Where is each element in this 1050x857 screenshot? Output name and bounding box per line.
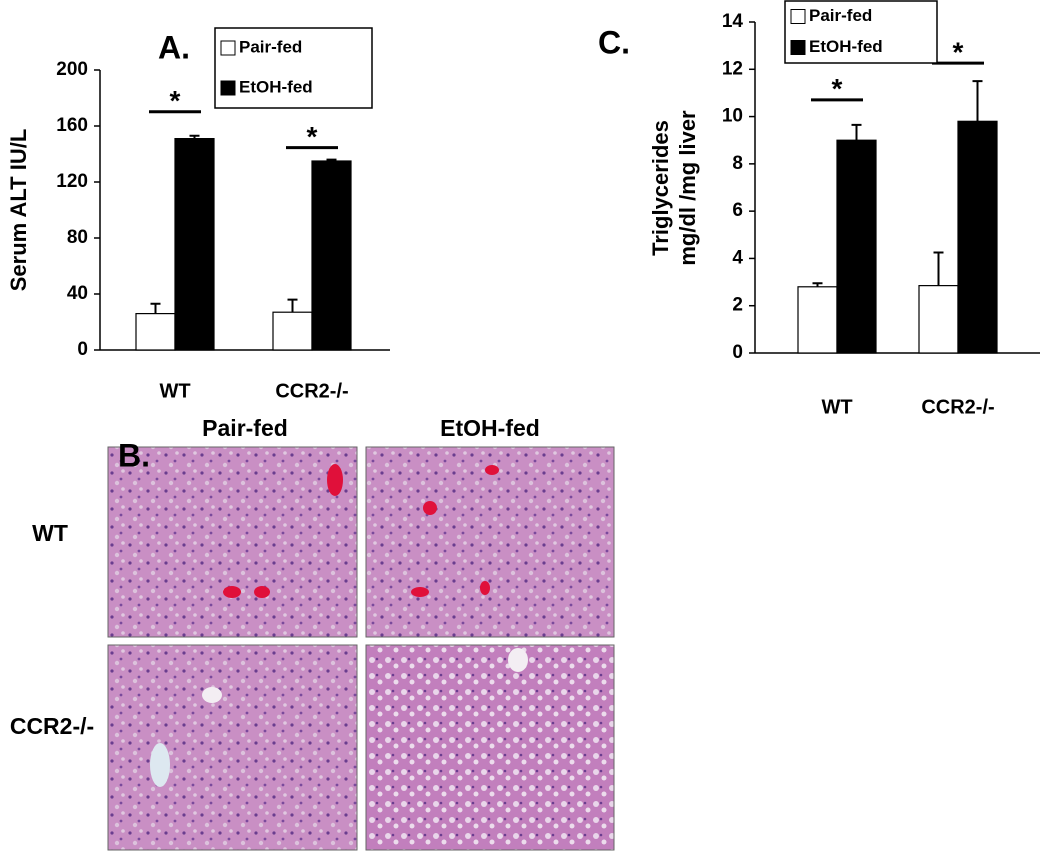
y-tick-label: 160: [56, 115, 88, 136]
column-label: EtOH-fed: [440, 415, 540, 441]
bar: [797, 286, 838, 354]
chart-title: C.: [598, 24, 630, 60]
x-tick-label: WT: [159, 380, 190, 402]
legend-box: [214, 27, 373, 109]
legend-label: EtOH-fed: [239, 77, 313, 96]
histology: [107, 446, 615, 851]
bar: [957, 120, 998, 354]
bar: [135, 313, 176, 351]
legend-label: Pair-fed: [809, 6, 872, 25]
bar: [272, 311, 313, 351]
bar: [311, 160, 352, 351]
error-bar: [851, 123, 862, 141]
y-tick-label: 40: [67, 283, 88, 304]
y-tick-label: 6: [732, 200, 743, 221]
legend-label: EtOH-fed: [809, 37, 883, 56]
y-tick-label: 14: [722, 11, 744, 32]
y-tick-label: 12: [722, 58, 743, 79]
panel-label: B.: [118, 437, 150, 473]
row-label: WT: [32, 520, 68, 546]
bar: [174, 138, 215, 351]
y-tick-label: 0: [77, 339, 88, 360]
y-tick-label: 2: [732, 295, 743, 316]
significance-star: *: [953, 36, 964, 67]
error-bar: [972, 80, 983, 122]
y-tick-label: 10: [722, 106, 743, 127]
bar: [918, 285, 959, 354]
error-bar: [189, 134, 200, 139]
y-tick-label: 200: [56, 59, 88, 80]
error-bar: [326, 158, 337, 161]
error-bar: [933, 251, 944, 286]
error-bar: [287, 298, 298, 313]
error-bar: [150, 302, 161, 314]
legend-box: [784, 0, 938, 64]
x-tick-label: CCR2-/-: [921, 396, 994, 418]
y-tick-label: 80: [67, 227, 88, 248]
y-tick-label: 8: [732, 153, 743, 174]
legend-swatch: [220, 40, 236, 56]
y-tick-label: 0: [732, 342, 743, 363]
significance-star: *: [170, 85, 181, 116]
legend-swatch: [790, 9, 806, 24]
legend-swatch: [220, 80, 236, 96]
legend-swatch: [790, 40, 806, 55]
legend-label: Pair-fed: [239, 37, 302, 56]
y-axis-label: Triglycerides: [648, 120, 673, 256]
significance-star: *: [307, 121, 318, 152]
chart-title: A.: [158, 29, 190, 65]
column-label: Pair-fed: [202, 415, 288, 441]
significance-star: *: [832, 73, 843, 104]
y-axis-label: mg/dl /mg liver: [675, 110, 700, 266]
error-bar: [812, 282, 823, 287]
y-axis-label: Serum ALT IU/L: [6, 129, 31, 292]
x-tick-label: WT: [821, 396, 852, 418]
y-tick-label: 120: [56, 171, 88, 192]
bar: [836, 139, 877, 354]
row-label: CCR2-/-: [10, 713, 94, 739]
x-tick-label: CCR2-/-: [275, 380, 348, 402]
y-tick-label: 4: [732, 247, 743, 268]
